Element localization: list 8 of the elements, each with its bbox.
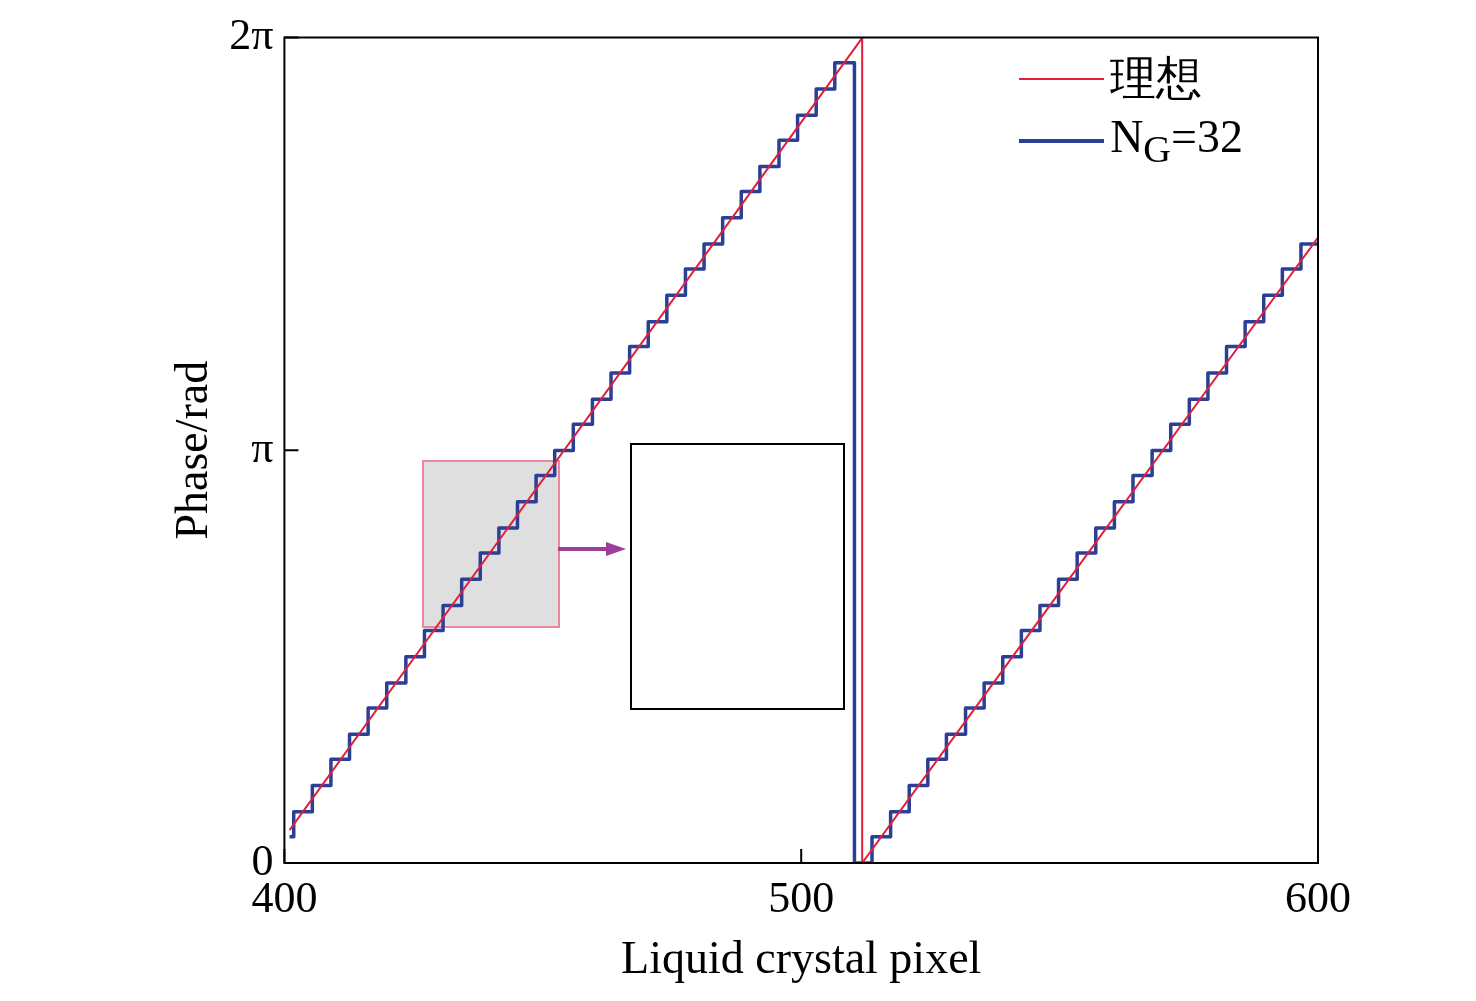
y-axis-title: Phase/rad bbox=[165, 360, 217, 540]
y-tick-label: 2π bbox=[229, 9, 274, 59]
y-tick-label: π bbox=[251, 422, 274, 472]
x-tick-label: 600 bbox=[1285, 872, 1351, 922]
legend-label: 理想 bbox=[1110, 52, 1203, 106]
x-axis-title: Liquid crystal pixel bbox=[621, 932, 982, 984]
legend-label: N$_{G}$=32 bbox=[1110, 110, 1243, 172]
x-tick-label: 500 bbox=[768, 872, 835, 922]
